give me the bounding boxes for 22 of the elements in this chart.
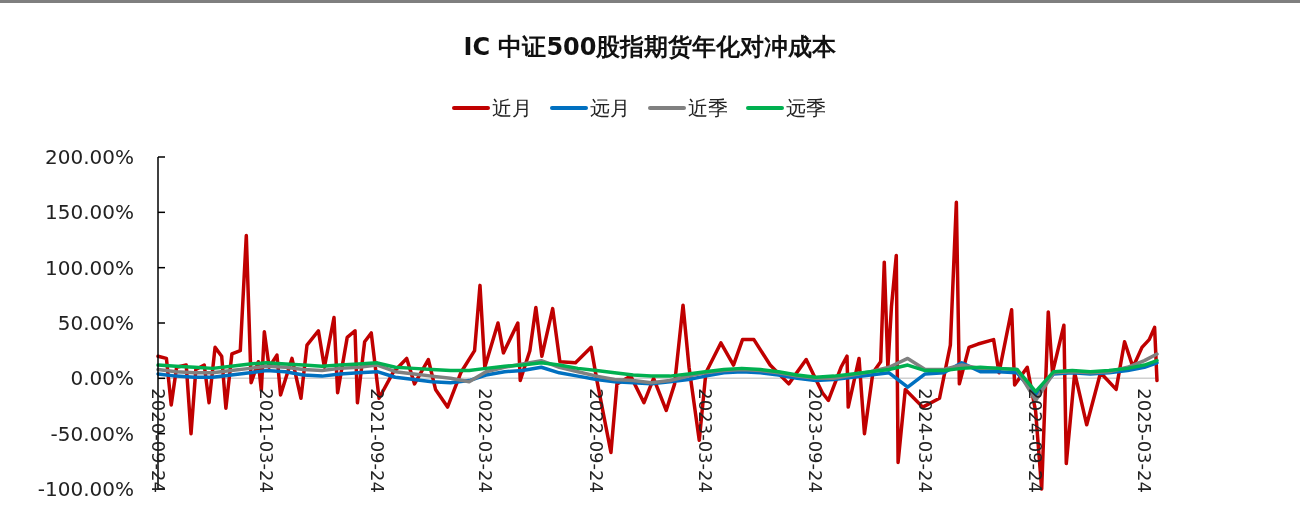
y-tick-label: 150.00% bbox=[45, 200, 134, 225]
y-tick-label: 0.00% bbox=[70, 366, 134, 391]
legend-label: 远季 bbox=[786, 96, 826, 120]
x-tick-label: 2022-09-24 bbox=[586, 388, 608, 493]
y-tick-label: -100.00% bbox=[37, 477, 134, 501]
legend-label: 近月 bbox=[492, 96, 532, 120]
chart-title: IC 中证500股指期货年化对冲成本 bbox=[463, 33, 838, 61]
x-tick-label: 2022-03-24 bbox=[475, 388, 497, 493]
x-tick-label: 2020-09-24 bbox=[147, 388, 169, 493]
y-tick-label: 200.00% bbox=[45, 145, 134, 169]
y-tick-label: 50.00% bbox=[57, 311, 134, 335]
x-tick-label: 2024-03-24 bbox=[914, 388, 936, 493]
x-tick-label: 2023-03-24 bbox=[694, 388, 716, 493]
y-tick-label: -50.00% bbox=[50, 421, 134, 446]
x-tick-label: 2023-09-24 bbox=[805, 388, 827, 493]
legend-label: 近季 bbox=[688, 96, 728, 120]
x-tick-label: 2025-03-24 bbox=[1133, 388, 1155, 493]
y-tick-label: 100.00% bbox=[45, 255, 134, 280]
x-tick-label: 2024-09-24 bbox=[1025, 388, 1047, 493]
x-tick-label: 2021-03-24 bbox=[256, 388, 278, 493]
legend-label: 远月 bbox=[590, 96, 630, 120]
x-tick-label: 2021-09-24 bbox=[366, 388, 388, 493]
